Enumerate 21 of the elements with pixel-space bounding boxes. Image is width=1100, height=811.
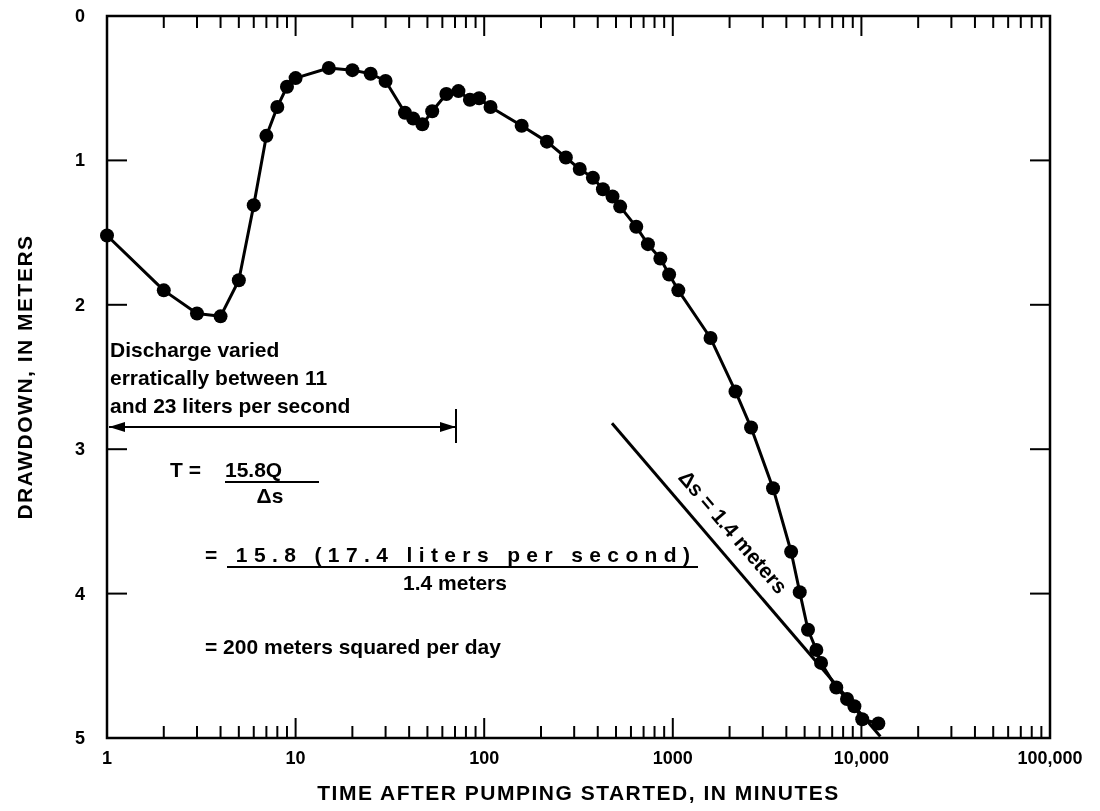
x-axis-title: TIME AFTER PUMPING STARTED, IN MINUTES [317,781,840,804]
x-tick-label: 1000 [652,748,693,768]
y-tick-label: 2 [74,294,85,315]
y-tick-label: 3 [74,439,85,460]
annotation: = 200 meters squared per day [205,635,502,658]
y-tick-label: 0 [74,6,85,26]
annotation: Δs [256,484,284,507]
annotation: 15.8Q [225,458,283,481]
x-tick-label: 10,000 [833,748,889,768]
annotation: T = [170,458,201,481]
x-tick-label: 10 [285,748,306,768]
x-tick-label: 100 [469,748,500,768]
y-tick-label: 1 [74,150,85,171]
annotation: Discharge varied erratically between 11 and 23 liters per second [110,338,351,417]
y-tick-label: 4 [74,583,85,604]
annotation: = 15.8 (17.4 liters per second) [205,543,690,566]
y-tick-label: 5 [74,728,85,748]
y-axis-title: DRAWDOWN, IN METERS [13,234,36,520]
annotation: 1.4 meters [403,571,507,594]
x-tick-label: 100,000 [1017,748,1083,768]
x-tick-label: 1 [101,748,113,768]
